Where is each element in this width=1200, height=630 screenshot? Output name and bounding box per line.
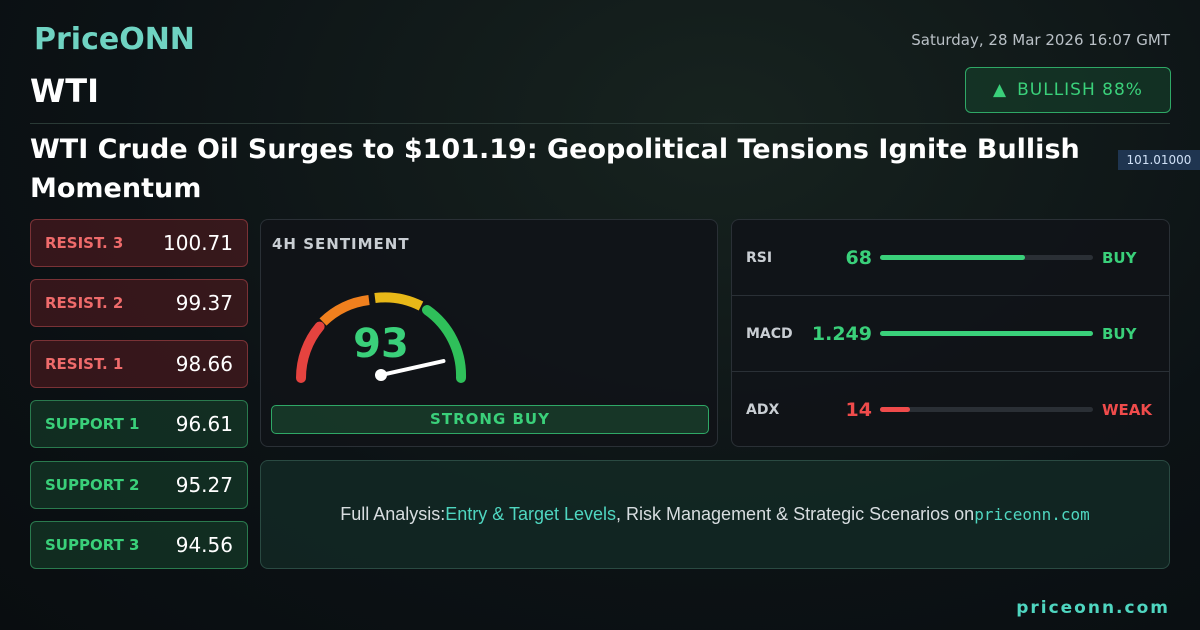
gauge-title: 4H SENTIMENT	[272, 235, 410, 253]
indicator-panel: RSI 68 BUY MACD 1.249 BUY ADX 14 WEAK	[731, 219, 1170, 447]
cta-link[interactable]: Entry & Target Levels	[445, 504, 617, 524]
gauge-needle	[379, 359, 446, 377]
price-tag: 101.01000	[1118, 150, 1200, 170]
level-value: 99.37	[175, 291, 233, 316]
indicator-name: RSI	[746, 250, 773, 266]
gauge-hub	[375, 369, 387, 381]
divider	[30, 123, 1170, 124]
indicator-row: RSI 68 BUY	[732, 220, 1170, 296]
level-value: 94.56	[175, 533, 233, 557]
indicator-bar	[880, 407, 910, 412]
level-box: SUPPORT 3 94.56	[30, 521, 248, 569]
level-box: RESIST. 3 100.71	[30, 219, 248, 267]
indicator-track	[880, 255, 1093, 260]
brand: PriceONN	[34, 22, 195, 57]
level-label: SUPPORT 1	[45, 415, 140, 434]
indicator-signal: BUY	[1102, 325, 1137, 343]
level-label: SUPPORT 2	[45, 475, 140, 494]
level-box: SUPPORT 2 95.27	[30, 460, 248, 509]
indicator-row: MACD 1.249 BUY	[732, 296, 1170, 372]
indicator-value: 1.249	[811, 323, 872, 345]
level-label: RESIST. 3	[45, 234, 124, 252]
symbol: WTI	[30, 72, 100, 110]
footer-url: priceonn.com	[1016, 598, 1170, 618]
indicator-track	[880, 331, 1093, 336]
gauge-value: 93	[353, 321, 409, 367]
level-value: 95.27	[175, 472, 233, 497]
indicator-signal: WEAK	[1102, 401, 1153, 419]
gauge-arc	[295, 321, 325, 383]
badge-arrow: ▲	[993, 80, 1008, 100]
level-label: RESIST. 2	[45, 294, 124, 313]
level-box: SUPPORT 1 96.61	[30, 400, 248, 449]
indicator-value: 68	[845, 247, 872, 269]
indicator-name: MACD	[746, 326, 793, 342]
cta-link[interactable]: priceonn.com	[974, 505, 1090, 524]
level-label: RESIST. 1	[45, 354, 124, 373]
gauge-arc	[319, 295, 370, 326]
cta-lead: Full Analysis:	[340, 504, 446, 524]
indicator-bar	[880, 331, 1093, 336]
indicator-bar	[880, 255, 1025, 260]
indicator-track	[880, 407, 1093, 412]
level-value: 98.66	[175, 351, 233, 376]
level-value: 96.61	[175, 412, 233, 437]
gauge-arc	[374, 292, 424, 311]
gauge-panel: 4H SENTIMENT 93 STRONG BUY	[260, 219, 718, 447]
indicator-value: 14	[845, 399, 872, 421]
cta-text: , Risk Management & Strategic Scenarios …	[616, 504, 975, 524]
date: Saturday, 28 Mar 2026 16:07 GMT	[911, 31, 1170, 49]
indicator-name: ADX	[746, 402, 780, 418]
gauge-arc	[422, 305, 467, 383]
badge-label: BULLISH 88%	[1017, 80, 1143, 100]
level-box: RESIST. 2 99.37	[30, 279, 248, 328]
gauge: 93	[295, 292, 467, 383]
sentiment-badge: ▲ BULLISH 88%	[965, 67, 1171, 113]
level-value: 100.71	[163, 231, 233, 255]
gauge-verdict: STRONG BUY	[271, 405, 709, 434]
level-box: RESIST. 1 98.66	[30, 339, 248, 388]
indicator-signal: BUY	[1102, 249, 1137, 267]
headline: WTI Crude Oil Surges to $101.19: Geopoli…	[30, 134, 1080, 204]
indicator-row: ADX 14 WEAK	[732, 372, 1170, 448]
level-label: SUPPORT 3	[45, 536, 140, 554]
cta-panel: Full Analysis: Entry & Target Levels, Ri…	[260, 460, 1170, 569]
